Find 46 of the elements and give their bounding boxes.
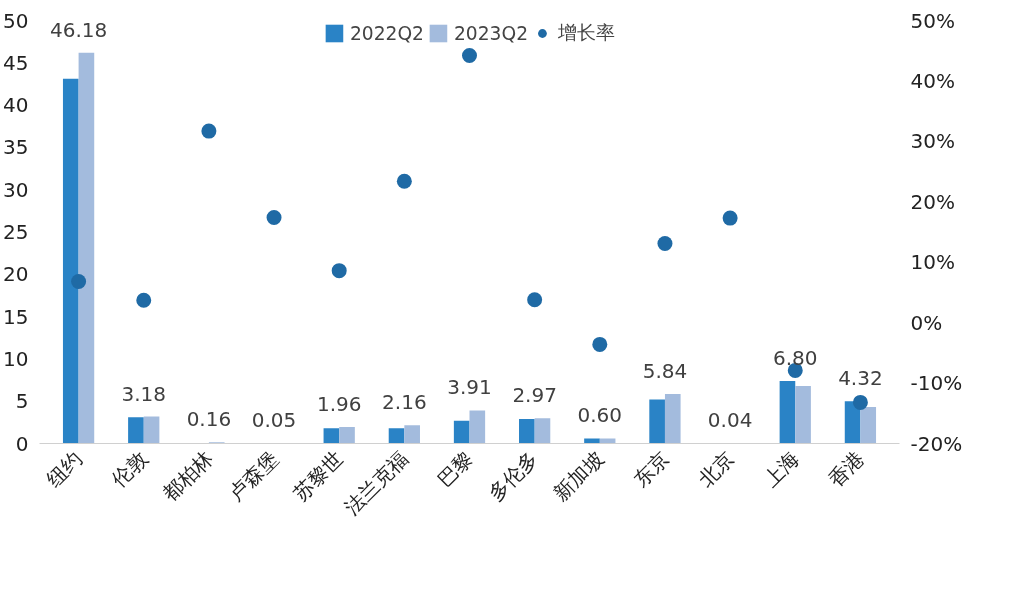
data-label: 2.16: [382, 390, 427, 415]
data-label: 2.97: [512, 383, 557, 408]
y2-tick-label: 0%: [910, 310, 943, 335]
data-label: 3.18: [121, 381, 167, 406]
x-tick-label: 新加坡: [548, 446, 609, 506]
y-tick-label: 10: [3, 346, 29, 371]
y-tick-label: 35: [3, 135, 29, 160]
data-label: 0.60: [577, 403, 623, 428]
y2-tick-label: -20%: [910, 431, 963, 456]
data-label: 46.18: [49, 17, 108, 42]
x-tick-label: 卢森堡: [223, 446, 283, 506]
x-tick-label: 香港: [823, 446, 869, 492]
data-label: 0.16: [186, 407, 232, 432]
y-tick-label: 50: [3, 8, 29, 33]
y-tick-label: 5: [15, 389, 29, 414]
legend-label: 2023Q2: [454, 22, 529, 44]
y-tick-label: 20: [3, 262, 29, 287]
y2-tick-label: 50%: [910, 8, 955, 33]
x-tick-label: 巴黎: [432, 446, 478, 492]
y-tick-label: 40: [3, 93, 29, 118]
x-tick-label: 东京: [628, 446, 674, 492]
x-tick-label: 上海: [758, 446, 804, 492]
y2-tick-label: 20%: [910, 189, 955, 214]
data-label: 0.05: [251, 408, 297, 433]
data-label: 6.80: [772, 345, 818, 370]
y2-tick-label: 40%: [910, 68, 955, 93]
data-label: 4.32: [838, 366, 883, 391]
data-label: 1.96: [316, 391, 362, 416]
legend-label: 2022Q2: [349, 22, 424, 44]
x-tick-label: 多伦多: [483, 446, 544, 506]
y2-tick-label: 10%: [910, 250, 955, 275]
x-tick-label: 伦敦: [106, 446, 153, 492]
data-label: 5.84: [642, 359, 688, 384]
data-label: 0.04: [707, 408, 753, 433]
x-tick-label: 都柏林: [157, 446, 218, 506]
x-tick-label: 纽约: [41, 446, 88, 492]
y-tick-label: 25: [3, 220, 29, 244]
y2-tick-label: 30%: [910, 129, 955, 154]
y-tick-label: 0: [15, 431, 29, 456]
y-tick-label: 15: [3, 304, 29, 329]
legend-label: 增长率: [558, 21, 616, 45]
y-tick-label: 45: [3, 50, 29, 75]
y2-tick-label: -10%: [910, 371, 963, 396]
y-tick-label: 30: [3, 177, 29, 202]
data-label: 3.91: [447, 375, 492, 400]
x-tick-label: 北京: [693, 446, 739, 492]
